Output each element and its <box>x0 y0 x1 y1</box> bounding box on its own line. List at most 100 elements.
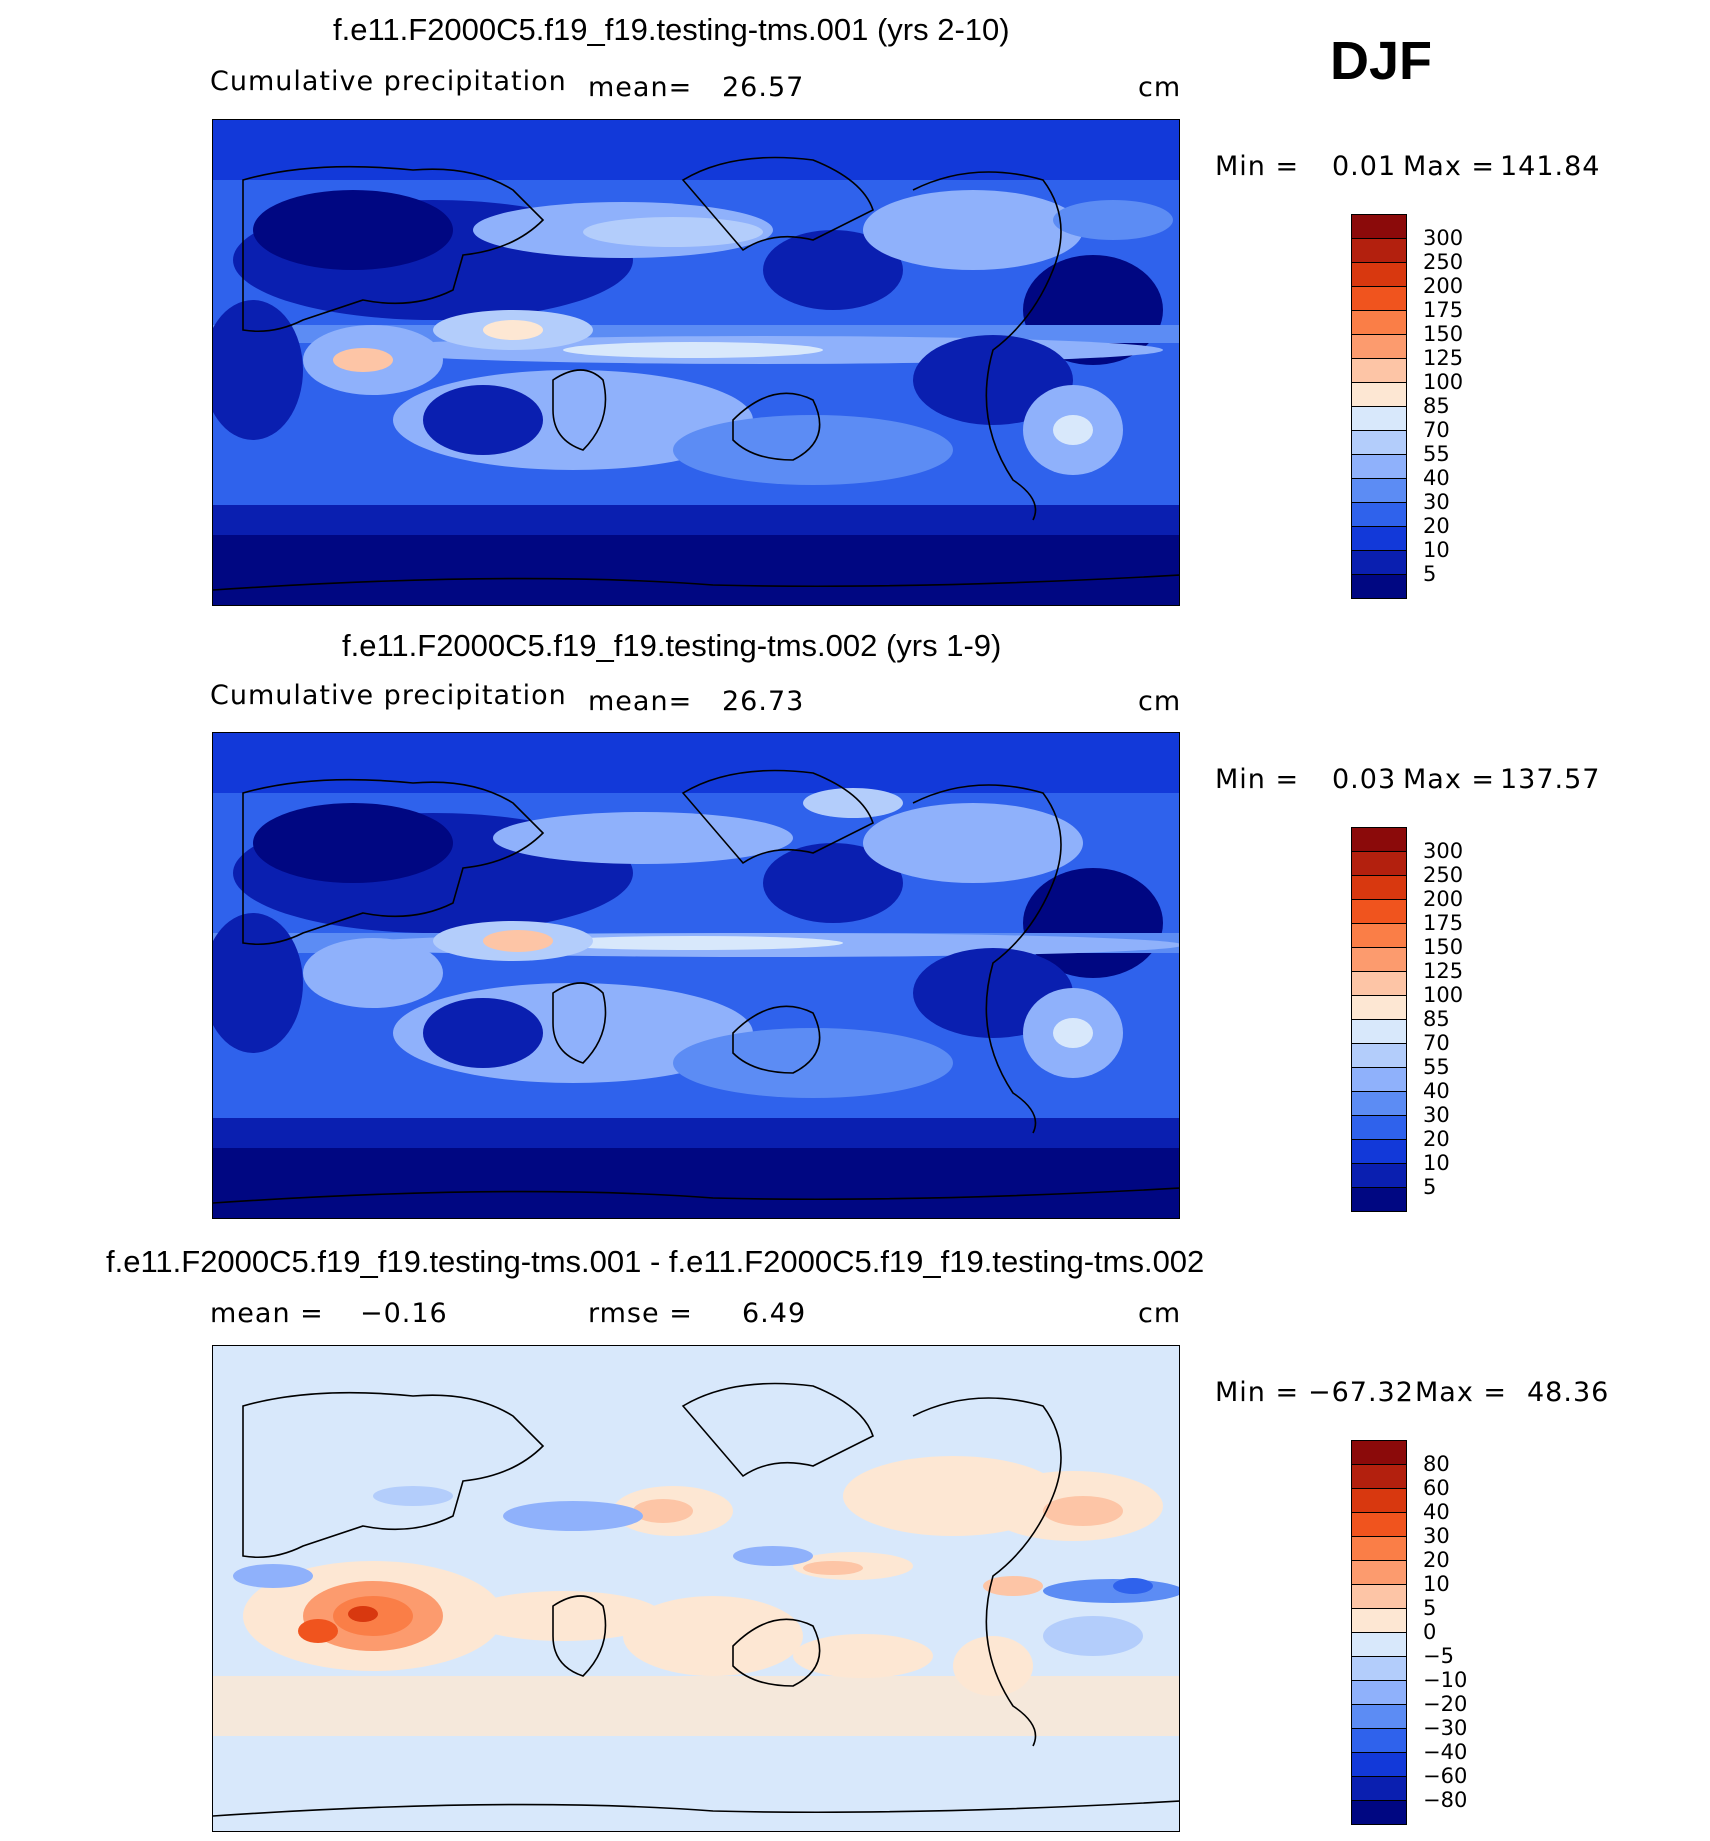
panel3-rmse-label: rmse = <box>588 1298 693 1329</box>
panel1-field <box>213 120 1179 605</box>
panel3-colorbar: 80 60 40 30 20 10 5 0 −5 −10 −20 −30 −40 −60 −80 <box>1351 1440 1511 1826</box>
colorbar-box <box>1351 550 1407 575</box>
colorbar-box <box>1351 430 1407 455</box>
colorbar-box <box>1351 923 1407 948</box>
colorbar-tick-label: 20 <box>1423 514 1450 538</box>
colorbar-tick-label: 0 <box>1423 1620 1437 1644</box>
panel1-units: cm <box>1138 72 1182 103</box>
panel3-mean-label: mean = <box>210 1298 324 1329</box>
colorbar-tick-label: 250 <box>1423 863 1464 887</box>
colorbar-box <box>1351 382 1407 407</box>
colorbar-box <box>1351 1091 1407 1116</box>
colorbar-box <box>1351 851 1407 876</box>
colorbar-box <box>1351 1704 1407 1729</box>
colorbar-tick-label: 10 <box>1423 538 1450 562</box>
season-label: DJF <box>1330 31 1433 91</box>
colorbar-box <box>1351 1776 1407 1801</box>
panel2-title: f.e11.F2000C5.f19_f19.testing-tms.002 (y… <box>342 628 1002 663</box>
colorbar-tick-label: 55 <box>1423 442 1450 466</box>
colorbar-box <box>1351 827 1407 852</box>
panel2-min-value: 0.03 <box>1332 764 1397 795</box>
colorbar-box <box>1351 214 1407 239</box>
colorbar-tick-label: 60 <box>1423 1476 1450 1500</box>
colorbar-tick-label: 40 <box>1423 1500 1450 1524</box>
colorbar-tick-label: −10 <box>1423 1668 1468 1692</box>
colorbar-box <box>1351 1632 1407 1657</box>
panel2-mean-value: 26.73 <box>722 686 805 717</box>
colorbar-box <box>1351 1536 1407 1561</box>
colorbar-box <box>1351 1019 1407 1044</box>
panel1-max-value: 141.84 <box>1500 151 1601 182</box>
colorbar-tick-label: −30 <box>1423 1716 1468 1740</box>
colorbar-tick-label: 30 <box>1423 1103 1450 1127</box>
colorbar-tick-label: 200 <box>1423 887 1464 911</box>
colorbar-tick-label: 70 <box>1423 1031 1450 1055</box>
panel2-units: cm <box>1138 686 1182 717</box>
panel1-min-label: Min = <box>1215 151 1300 182</box>
colorbar-box <box>1351 526 1407 551</box>
colorbar-tick-label: 55 <box>1423 1055 1450 1079</box>
colorbar-tick-label: 250 <box>1423 250 1464 274</box>
colorbar-box <box>1351 1656 1407 1681</box>
colorbar-tick-label: 10 <box>1423 1572 1450 1596</box>
colorbar-tick-label: 20 <box>1423 1127 1450 1151</box>
colorbar-tick-label: 70 <box>1423 418 1450 442</box>
colorbar-box <box>1351 1512 1407 1537</box>
colorbar-tick-label: 200 <box>1423 274 1464 298</box>
colorbar-tick-label: 85 <box>1423 1007 1450 1031</box>
colorbar-tick-label: 10 <box>1423 1151 1450 1175</box>
colorbar-box <box>1351 502 1407 527</box>
colorbar-tick-label: 20 <box>1423 1548 1450 1572</box>
colorbar-box <box>1351 1680 1407 1705</box>
panel3-min-label: Min = <box>1215 1377 1300 1408</box>
panel3-min-value: −67.32 <box>1308 1377 1414 1408</box>
panel3-map <box>212 1345 1180 1832</box>
colorbar-tick-label: 40 <box>1423 1079 1450 1103</box>
colorbar-box <box>1351 1608 1407 1633</box>
colorbar-tick-label: −20 <box>1423 1692 1468 1716</box>
panel3-units: cm <box>1138 1298 1182 1329</box>
colorbar-box <box>1351 1752 1407 1777</box>
colorbar-box <box>1351 262 1407 287</box>
colorbar-tick-label: 40 <box>1423 466 1450 490</box>
colorbar-tick-label: 100 <box>1423 370 1464 394</box>
colorbar-box <box>1351 1584 1407 1609</box>
colorbar-tick-label: 150 <box>1423 322 1464 346</box>
panel3-field <box>213 1346 1179 1831</box>
colorbar-box <box>1351 971 1407 996</box>
panel3-max-label: Max = <box>1415 1377 1508 1408</box>
colorbar-box <box>1351 406 1407 431</box>
panel1-map <box>212 119 1180 606</box>
colorbar-tick-label: 5 <box>1423 1596 1437 1620</box>
colorbar-tick-label: 5 <box>1423 1175 1437 1199</box>
colorbar-box <box>1351 1800 1407 1825</box>
colorbar-box <box>1351 1043 1407 1068</box>
colorbar-tick-label: 300 <box>1423 226 1464 250</box>
colorbar-tick-label: 125 <box>1423 346 1464 370</box>
colorbar-box <box>1351 1464 1407 1489</box>
colorbar-box <box>1351 1440 1407 1465</box>
colorbar-box <box>1351 238 1407 263</box>
colorbar-box <box>1351 478 1407 503</box>
panel2-map <box>212 732 1180 1219</box>
colorbar-tick-label: 30 <box>1423 1524 1450 1548</box>
panel2-max-label: Max = <box>1403 764 1496 795</box>
panel3-title: f.e11.F2000C5.f19_f19.testing-tms.001 - … <box>106 1244 1205 1279</box>
colorbar-box <box>1351 947 1407 972</box>
panel2-max-value: 137.57 <box>1500 764 1601 795</box>
colorbar-tick-label: −40 <box>1423 1740 1468 1764</box>
colorbar-tick-label: 80 <box>1423 1452 1450 1476</box>
colorbar-tick-label: 175 <box>1423 911 1464 935</box>
colorbar-box <box>1351 1187 1407 1212</box>
colorbar-tick-label: −60 <box>1423 1764 1468 1788</box>
panel1-min-value: 0.01 <box>1332 151 1397 182</box>
colorbar-box <box>1351 1560 1407 1585</box>
panel1-variable-label: Cumulative precipitation <box>210 66 567 97</box>
colorbar-box <box>1351 1488 1407 1513</box>
colorbar-tick-label: −80 <box>1423 1788 1468 1812</box>
panel3-max-value: 48.36 <box>1527 1377 1610 1408</box>
panel1-colorbar: 300 250 200 175 150 125 100 85 70 55 40 30 20 10 5 <box>1351 214 1511 600</box>
colorbar-box <box>1351 310 1407 335</box>
colorbar-tick-label: 30 <box>1423 490 1450 514</box>
panel2-mean-label: mean= <box>588 686 693 717</box>
